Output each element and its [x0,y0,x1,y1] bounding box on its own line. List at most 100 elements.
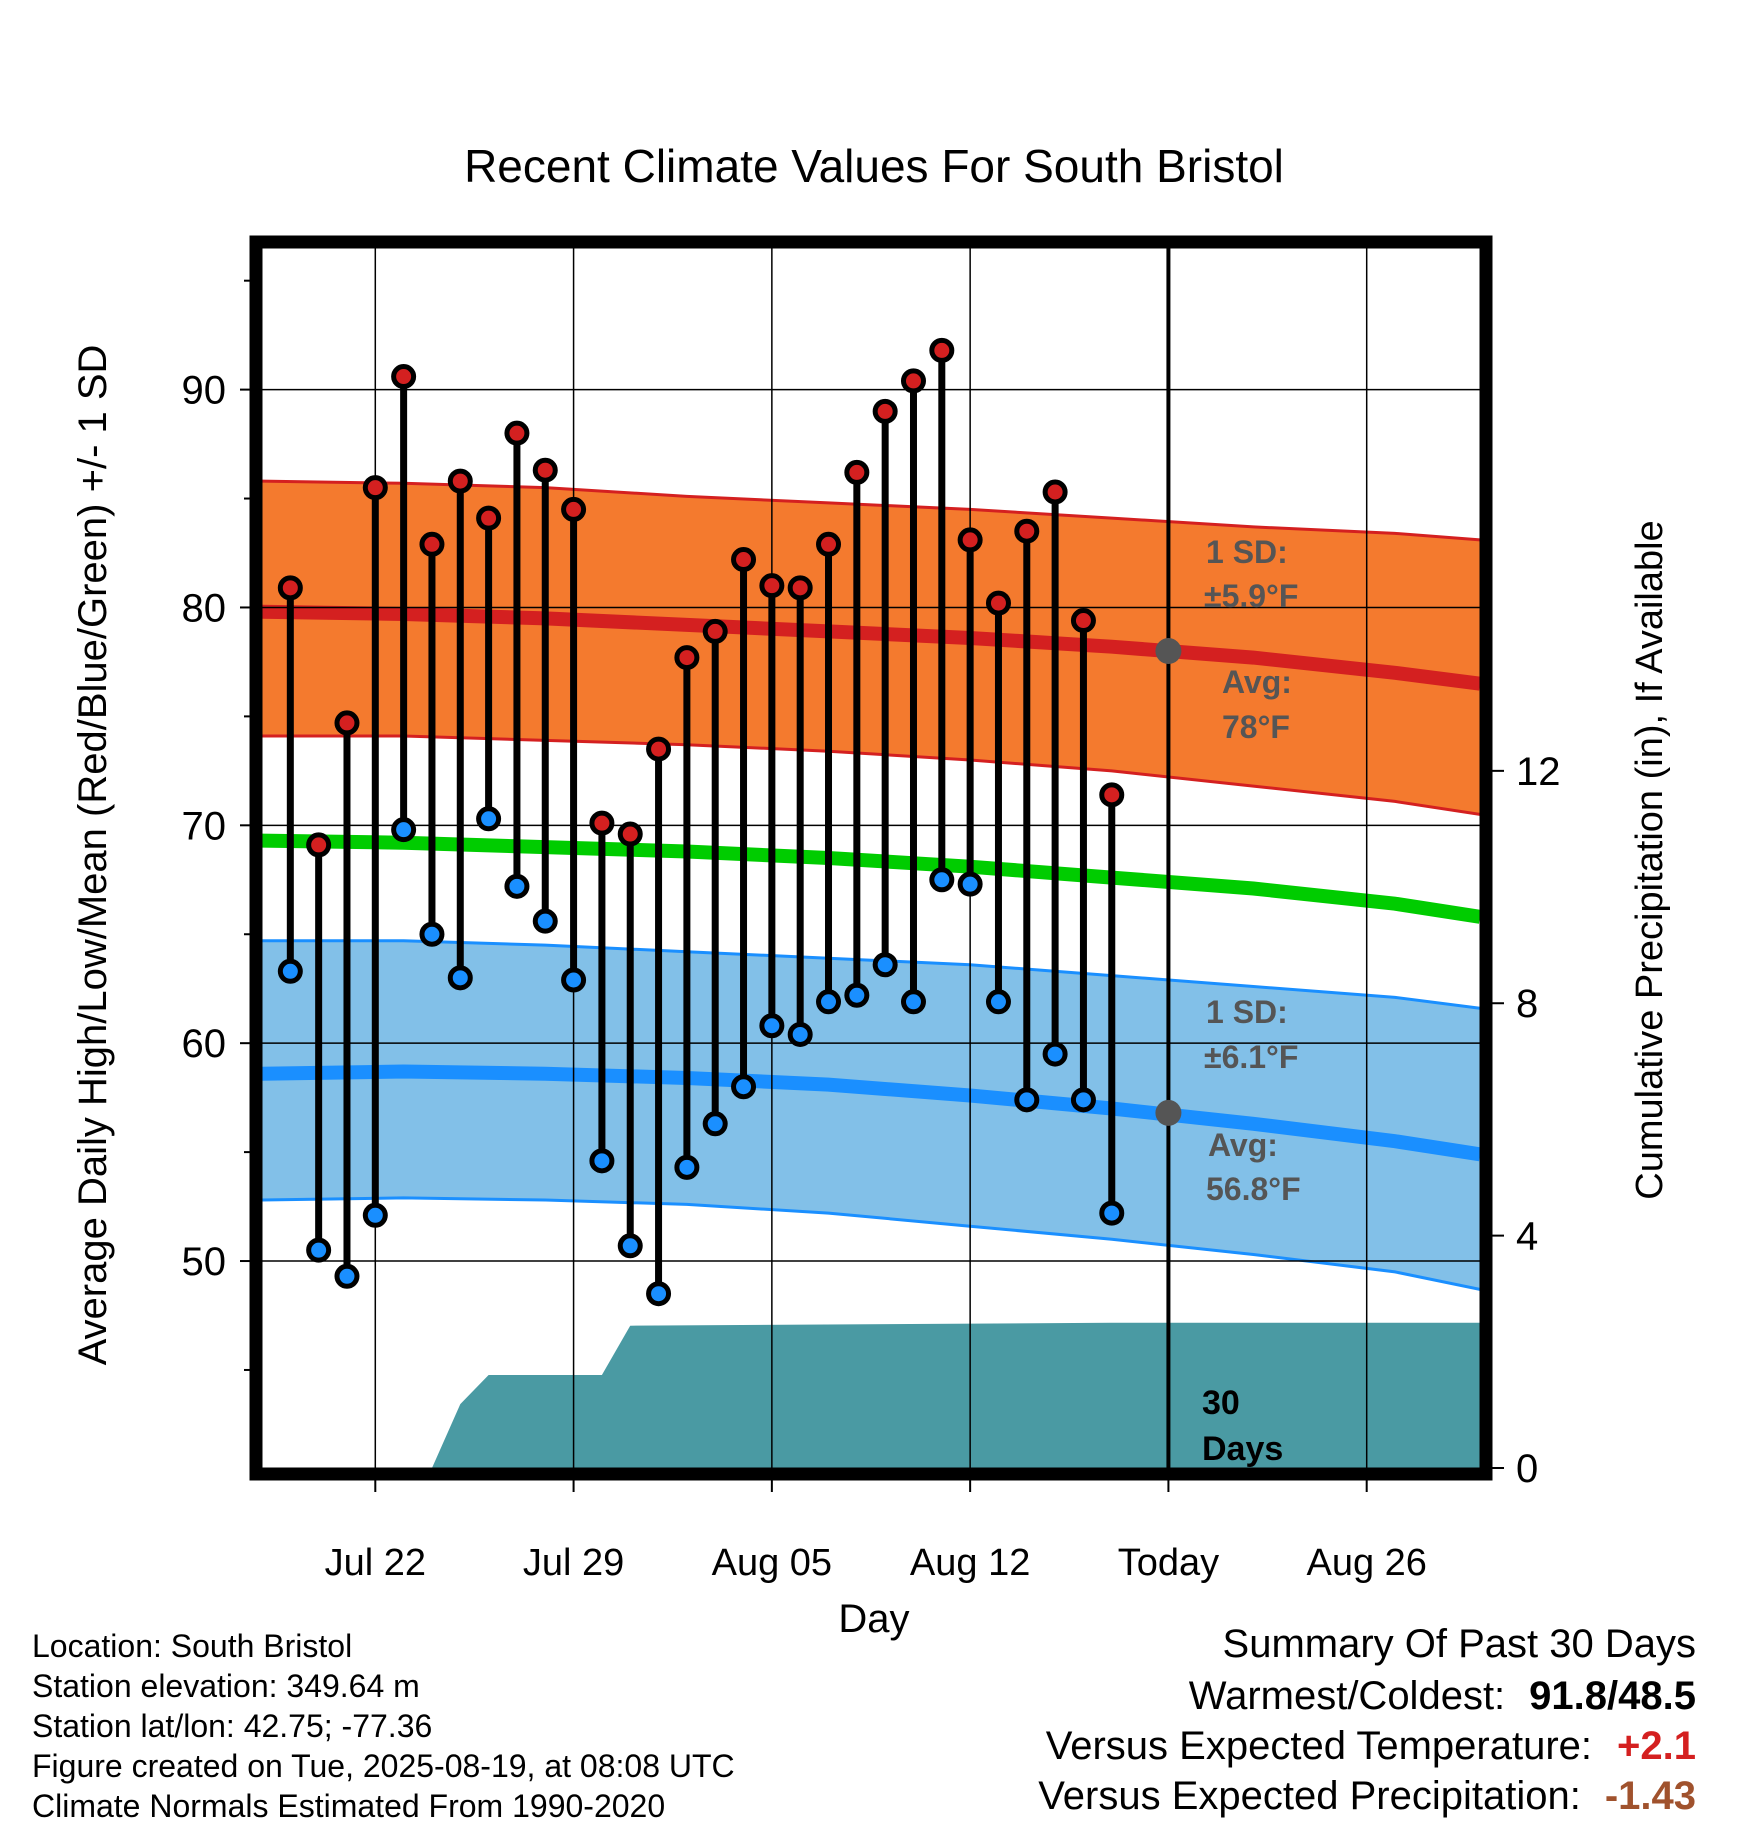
today-low-normal-marker [1155,1099,1182,1126]
low-sd-band [262,940,1480,1290]
x-tick-label: Jul 22 [325,1542,426,1584]
daily-low-point [1099,1200,1125,1226]
summary-precip-value: -1.43 [1604,1774,1696,1818]
daily-low-point [617,1233,643,1259]
daily-low-point [532,908,558,934]
y-tick-label: 90 [182,369,227,413]
summary-temp-value: +2.1 [1617,1724,1696,1768]
daily-low-point [816,989,842,1015]
daily-low-point [277,958,303,984]
daily-high-point [419,531,445,557]
y-tick-label: 60 [182,1022,227,1066]
info-created: Figure created on Tue, 2025-08-19, at 08… [32,1748,735,1784]
daily-high-point [334,710,360,736]
y-axis-label: Average Daily High/Low/Mean (Red/Blue/Gr… [71,345,115,1366]
low-avg-label: Avg: [1208,1127,1278,1163]
daily-high-point [561,496,587,522]
daily-high-point [929,337,955,363]
daily-low-point [674,1154,700,1180]
plot-frame [249,235,1493,1481]
summary-temp-label: Versus Expected Temperature: [1045,1724,1592,1768]
daily-low-point [929,867,955,893]
daily-high-point [985,590,1011,616]
daily-high-point [674,645,700,671]
daily-low-point [504,873,530,899]
high-avg-value: 78°F [1222,709,1290,745]
daily-high-point [646,736,672,762]
daily-high-point [900,368,926,394]
daily-high-point [1042,479,1068,505]
daily-high-point [277,575,303,601]
low-sd-lower-line [262,1196,1480,1291]
summary-warm-cold-value: 91.8/48.5 [1529,1674,1696,1718]
daily-high-point [476,505,502,531]
high-avg-label: Avg: [1222,664,1292,700]
chart-title: Recent Climate Values For South Bristol [464,140,1284,192]
daily-high-point [957,527,983,553]
window-label-line1: 30 [1202,1384,1240,1422]
y2-tick-label: 12 [1516,750,1561,794]
daily-low-point [1070,1087,1096,1113]
daily-low-point [334,1263,360,1289]
daily-low-point [362,1202,388,1228]
daily-high-point [306,832,332,858]
window-label-line2: Days [1202,1430,1283,1468]
low-sd-upper-line [262,939,1480,1010]
y2-axis-label: Cumulative Precipitation (in), If Availa… [1629,520,1671,1199]
daily-high-point [787,575,813,601]
daily-high-point [532,457,558,483]
x-tick-label: Today [1118,1542,1219,1584]
high-sd-label: 1 SD: [1206,534,1288,570]
daily-low-point [759,1013,785,1039]
daily-high-point [589,810,615,836]
daily-low-point [787,1021,813,1047]
daily-high-point [391,364,417,390]
today-high-normal-marker [1155,638,1182,665]
x-tick-label: Aug 12 [910,1542,1030,1584]
summary-precip-label: Versus Expected Precipitation: [1038,1774,1581,1818]
daily-high-point [504,420,530,446]
mean-normal-line [262,833,1480,924]
station-info: Location: South Bristol Station elevatio… [32,1626,735,1826]
daily-low-point [589,1148,615,1174]
low-normal-line [262,1064,1480,1162]
daily-high-point [1014,518,1040,544]
x-axis-label: Day [838,1597,909,1641]
daily-low-point [391,817,417,843]
info-latlon: Station lat/lon: 42.75; -77.36 [32,1708,433,1744]
x-tick-label: Aug 26 [1306,1542,1426,1584]
summary-warm-cold: Warmest/Coldest: 91.8/48.5 [1189,1674,1696,1719]
x-tick-label: Jul 29 [523,1542,624,1584]
info-elevation: Station elevation: 349.64 m [32,1668,420,1704]
low-sd-value: ±6.1°F [1204,1039,1298,1075]
daily-high-point [872,398,898,424]
daily-high-point [1099,782,1125,808]
y2-tick-label: 4 [1516,1215,1538,1259]
y2-tick-label: 8 [1516,982,1538,1026]
daily-low-point [561,967,587,993]
daily-low-point [731,1074,757,1100]
summary-temp: Versus Expected Temperature: +2.1 [1046,1724,1696,1769]
summary-precip: Versus Expected Precipitation: -1.43 [1038,1774,1696,1819]
daily-high-point [844,459,870,485]
precip-area [262,1322,1480,1468]
high-sd-lower-line [262,734,1480,816]
daily-high-point [816,531,842,557]
daily-low-point [306,1237,332,1263]
y-tick-label: 80 [182,586,227,630]
daily-low-point [447,965,473,991]
daily-low-point [476,806,502,832]
high-normal-line [262,604,1480,691]
low-avg-value: 56.8°F [1206,1171,1301,1207]
daily-high-point [759,573,785,599]
daily-high-point [617,821,643,847]
info-location: Location: South Bristol [32,1628,353,1664]
high-sd-value: ±5.9°F [1204,578,1298,614]
daily-low-point [985,989,1011,1015]
daily-low-point [844,982,870,1008]
daily-low-point [1014,1087,1040,1113]
summary-warm-cold-label: Warmest/Coldest: [1188,1674,1506,1718]
daily-low-point [702,1111,728,1137]
daily-low-point [872,952,898,978]
